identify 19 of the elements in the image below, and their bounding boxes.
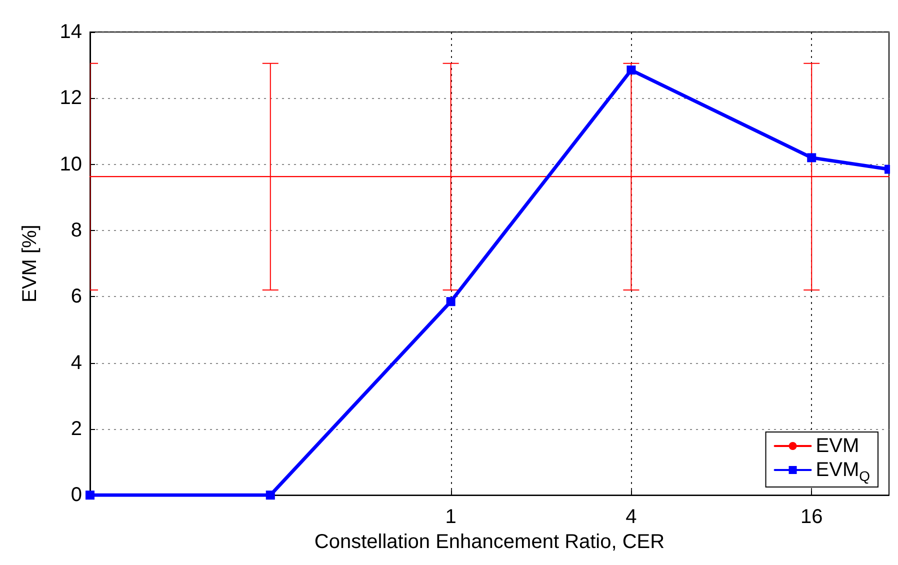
x-tick-label: 16 xyxy=(800,506,823,528)
x-tick-label: 4 xyxy=(626,506,637,528)
point xyxy=(86,490,94,500)
point xyxy=(626,66,636,75)
point xyxy=(807,153,816,162)
legend-label: EVM xyxy=(816,435,860,457)
y-tick-label: 0 xyxy=(70,484,82,506)
y-tick-label: 14 xyxy=(60,21,82,43)
point xyxy=(266,490,275,500)
y-tick-label: 12 xyxy=(60,87,82,110)
y-tick-label: 2 xyxy=(70,418,82,440)
x-tick-label: 1 xyxy=(445,506,456,528)
y-tick-label: 4 xyxy=(70,352,82,374)
y-tick-label: 10 xyxy=(60,153,82,176)
y-tick-label: 6 xyxy=(70,286,82,308)
y-axis-title: EVM [%] xyxy=(19,224,41,302)
y-tick-label: 8 xyxy=(70,219,82,242)
point xyxy=(446,297,456,306)
x-axis-title: Constellation Enhancement Ratio, CER xyxy=(314,531,665,553)
